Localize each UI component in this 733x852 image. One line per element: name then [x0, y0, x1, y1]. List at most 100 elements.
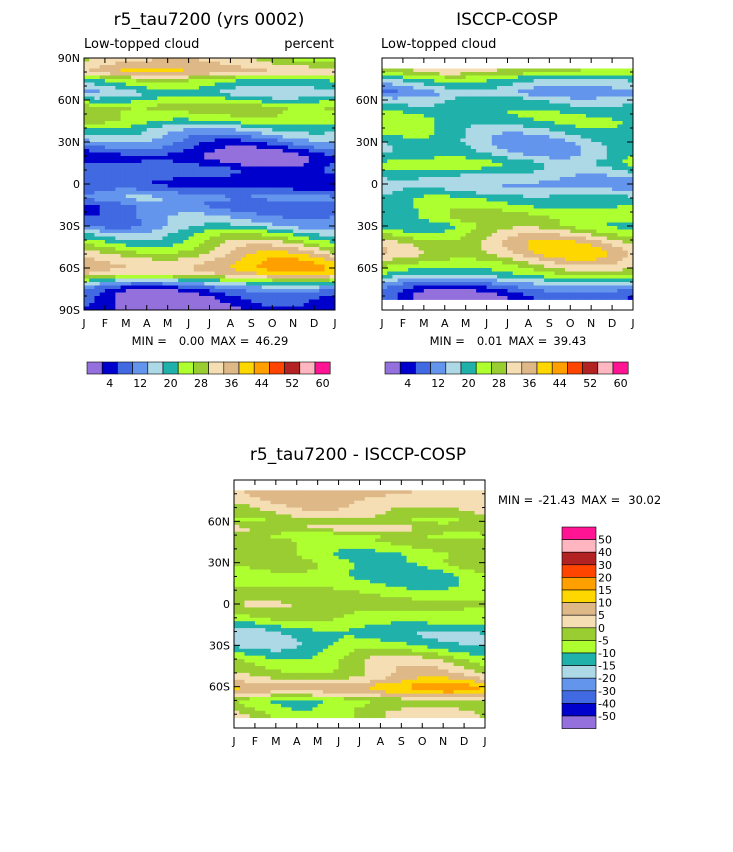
- contour-cell: [429, 156, 435, 160]
- contour-cell: [167, 257, 174, 262]
- contour-cell: [89, 103, 95, 108]
- contour-cell: [141, 229, 148, 234]
- contour-cell: [172, 135, 179, 139]
- contour-cell: [204, 187, 210, 192]
- contour-cell: [324, 110, 331, 115]
- contour-cell: [131, 96, 137, 101]
- contour-cell: [125, 110, 132, 115]
- contour-cell: [167, 121, 174, 125]
- contour-cell: [251, 292, 257, 297]
- contour-cell: [162, 107, 169, 111]
- contour-cell: [146, 303, 153, 307]
- contour-cell: [554, 82, 561, 87]
- contour-cell: [465, 75, 472, 80]
- contour-cell: [230, 268, 237, 272]
- contour-cell: [89, 89, 95, 94]
- contour-cell: [193, 271, 200, 276]
- contour-cell: [392, 75, 399, 80]
- contour-cell: [131, 250, 137, 255]
- contour-cell: [141, 303, 148, 307]
- contour-cell: [84, 250, 90, 255]
- contour-cell: [324, 82, 331, 87]
- contour-cell: [303, 184, 310, 188]
- contour-cell: [84, 254, 90, 258]
- contour-cell: [172, 152, 179, 157]
- contour-cell: [110, 58, 116, 62]
- contour-cell: [439, 103, 446, 108]
- contour-cell: [193, 285, 200, 290]
- contour-cell: [199, 114, 205, 118]
- contour-cell: [214, 89, 221, 94]
- contour-cell: [622, 79, 629, 83]
- contour-cell: [246, 212, 252, 216]
- contour-cell: [131, 268, 137, 272]
- contour-cell: [225, 166, 231, 171]
- contour-cell: [287, 117, 294, 122]
- contour-cell: [303, 142, 310, 146]
- contour-cell: [538, 75, 545, 80]
- contour-cell: [146, 145, 153, 150]
- contour-cell: [183, 121, 189, 125]
- contour-cell: [225, 163, 231, 167]
- contour-cell: [188, 173, 195, 178]
- contour-cell: [199, 135, 205, 139]
- contour-cell: [167, 65, 174, 69]
- contour-cell: [214, 198, 221, 202]
- contour-cell: [235, 198, 242, 202]
- contour-cell: [287, 264, 294, 269]
- contour-cell: [267, 264, 273, 269]
- contour-cell: [408, 142, 414, 146]
- contour-cell: [502, 79, 508, 83]
- contour-cell: [188, 278, 195, 283]
- contour-cell: [115, 138, 122, 143]
- contour-cell: [162, 257, 169, 262]
- contour-cell: [570, 93, 576, 97]
- contour-cell: [606, 100, 613, 104]
- contour-cell: [272, 292, 278, 297]
- contour-cell: [329, 292, 336, 297]
- y-tick-label: 60S: [59, 262, 80, 275]
- contour-cell: [256, 254, 263, 258]
- contour-cell: [392, 103, 399, 108]
- contour-cell: [84, 61, 90, 66]
- contour-cell: [319, 296, 325, 300]
- contour-cell: [476, 82, 482, 87]
- contour-cell: [282, 299, 289, 304]
- contour-cell: [413, 86, 420, 90]
- contour-cell: [157, 121, 163, 125]
- contour-cell: [125, 166, 132, 171]
- contour-cell: [319, 191, 325, 195]
- contour-cell: [230, 215, 237, 220]
- contour-cell: [392, 79, 399, 83]
- contour-cell: [272, 117, 278, 122]
- contour-cell: [193, 187, 200, 192]
- contour-cell: [214, 110, 221, 115]
- contour-cell: [570, 79, 576, 83]
- contour-cell: [465, 79, 472, 83]
- contour-cell: [575, 82, 582, 87]
- contour-cell: [110, 100, 116, 104]
- contour-cell: [261, 191, 268, 195]
- contour-cell: [455, 110, 461, 115]
- contour-cell: [434, 110, 440, 115]
- contour-cell: [219, 173, 226, 178]
- contour-cell: [465, 117, 472, 122]
- contour-cell: [439, 135, 446, 139]
- contour-cell: [382, 128, 388, 132]
- contour-cell: [303, 107, 310, 111]
- contour-cell: [188, 86, 195, 90]
- contour-cell: [235, 201, 242, 206]
- contour-cell: [402, 79, 409, 83]
- contour-cell: [167, 233, 174, 237]
- contour-cell: [282, 194, 289, 199]
- contour-cell: [230, 68, 237, 73]
- contour-cell: [549, 96, 555, 101]
- contour-cell: [319, 152, 325, 157]
- contour-cell: [110, 278, 116, 283]
- contour-cell: [141, 93, 148, 97]
- contour-cell: [167, 86, 174, 90]
- contour-cell: [240, 205, 247, 209]
- contour-cell: [99, 243, 106, 248]
- contour-cell: [167, 110, 174, 115]
- contour-cell: [575, 79, 582, 83]
